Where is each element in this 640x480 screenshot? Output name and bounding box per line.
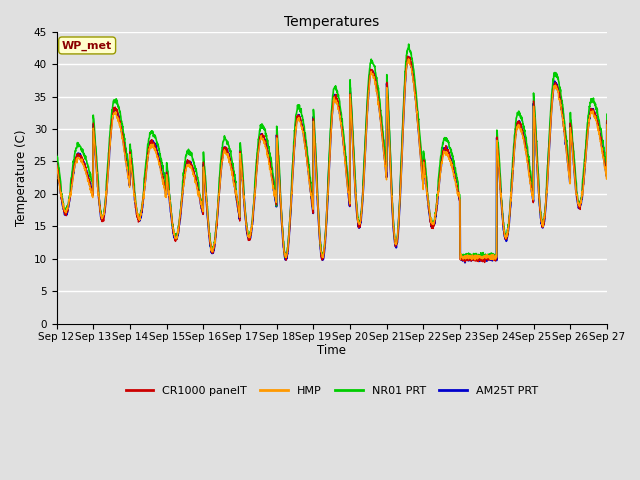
Text: WP_met: WP_met xyxy=(62,40,112,50)
Title: Temperatures: Temperatures xyxy=(284,15,380,29)
Legend: CR1000 panelT, HMP, NR01 PRT, AM25T PRT: CR1000 panelT, HMP, NR01 PRT, AM25T PRT xyxy=(121,381,542,400)
Y-axis label: Temperature (C): Temperature (C) xyxy=(15,130,28,226)
X-axis label: Time: Time xyxy=(317,344,346,357)
